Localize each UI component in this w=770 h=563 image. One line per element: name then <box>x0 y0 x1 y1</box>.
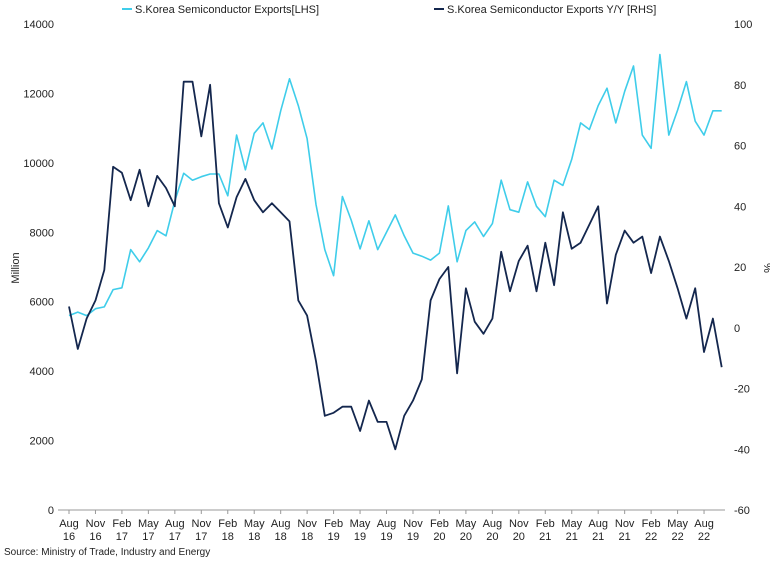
x-tick-label-year: 20 <box>460 531 472 543</box>
x-tick-label-month: Aug <box>165 518 185 530</box>
x-tick-label-year: 19 <box>380 531 392 543</box>
x-tick-label-month: Feb <box>324 518 343 530</box>
x-tick-label-month: May <box>561 518 582 530</box>
left-tick-label: 14000 <box>23 19 54 31</box>
x-tick-label-year: 16 <box>89 531 101 543</box>
left-axis-ticks: 0 2000 4000 6000 8000 10000 12000 14000 <box>23 19 54 517</box>
x-tick-label-year: 17 <box>169 531 181 543</box>
right-axis-ticks: -60 -40 -20 0 20 40 60 80 100 <box>734 19 752 517</box>
source-note: Source: Ministry of Trade, Industry and … <box>4 547 211 558</box>
right-tick-label: 40 <box>734 201 746 213</box>
right-tick-label: -60 <box>734 505 750 517</box>
x-tick-label-year: 17 <box>195 531 207 543</box>
x-tick-label-year: 16 <box>63 531 75 543</box>
x-tick-label-year: 17 <box>116 531 128 543</box>
x-tick-label-month: Aug <box>588 518 608 530</box>
x-tick-label-month: Nov <box>192 518 212 530</box>
x-tick-label-month: Nov <box>615 518 635 530</box>
right-tick-label: 0 <box>734 323 740 335</box>
right-tick-label: 80 <box>734 80 746 92</box>
x-tick-label-month: Nov <box>86 518 106 530</box>
x-tick-label-month: Feb <box>112 518 131 530</box>
right-tick-label: 20 <box>734 262 746 274</box>
x-tick-label-year: 21 <box>619 531 631 543</box>
right-tick-label: -20 <box>734 384 750 396</box>
right-tick-label: 100 <box>734 19 752 31</box>
x-tick-label-month: Feb <box>536 518 555 530</box>
left-tick-label: 0 <box>48 505 54 517</box>
x-tick-label-month: Aug <box>483 518 503 530</box>
x-tick-label-month: Nov <box>509 518 529 530</box>
x-tick-label-year: 20 <box>433 531 445 543</box>
x-axis-ticks: Aug16Nov16Feb17May17Aug17Nov17Feb18May18… <box>59 510 714 543</box>
series-line-yoy <box>68 80 723 451</box>
x-tick-label-year: 18 <box>222 531 234 543</box>
x-tick-label-year: 21 <box>566 531 578 543</box>
x-tick-label-month: May <box>138 518 159 530</box>
x-tick-label-year: 19 <box>354 531 366 543</box>
legend-label-rhs: S.Korea Semiconductor Exports Y/Y [RHS] <box>447 4 656 16</box>
left-tick-label: 4000 <box>30 366 54 378</box>
x-tick-label-year: 20 <box>486 531 498 543</box>
x-tick-label-month: Feb <box>642 518 661 530</box>
x-tick-label-month: Aug <box>59 518 79 530</box>
x-tick-label-year: 22 <box>671 531 683 543</box>
x-tick-label-month: May <box>244 518 265 530</box>
x-tick-label-year: 22 <box>645 531 657 543</box>
x-tick-label-month: Aug <box>271 518 291 530</box>
x-tick-label-year: 17 <box>142 531 154 543</box>
x-tick-label-month: May <box>456 518 477 530</box>
x-tick-label-year: 21 <box>592 531 604 543</box>
x-tick-label-year: 18 <box>275 531 287 543</box>
x-tick-label-month: May <box>350 518 371 530</box>
x-tick-label-month: Aug <box>694 518 714 530</box>
x-tick-label-year: 19 <box>407 531 419 543</box>
right-tick-label: -40 <box>734 444 750 456</box>
series-line-exports <box>68 53 722 317</box>
x-tick-label-month: Nov <box>403 518 423 530</box>
x-tick-label-year: 22 <box>698 531 710 543</box>
x-tick-label-month: Aug <box>377 518 397 530</box>
x-tick-label-year: 21 <box>539 531 551 543</box>
left-axis-title: Million <box>10 252 22 283</box>
x-tick-label-year: 19 <box>327 531 339 543</box>
x-tick-label-month: Nov <box>297 518 317 530</box>
legend-label-lhs: S.Korea Semiconductor Exports[LHS] <box>135 4 319 16</box>
x-tick-label-month: Feb <box>218 518 237 530</box>
series-lines <box>68 53 723 451</box>
x-tick-label-month: Feb <box>430 518 449 530</box>
x-tick-label-month: May <box>667 518 688 530</box>
left-tick-label: 8000 <box>30 227 54 239</box>
x-tick-label-year: 20 <box>513 531 525 543</box>
right-tick-label: 60 <box>734 141 746 153</box>
left-tick-label: 10000 <box>23 158 54 170</box>
right-axis-title: % <box>761 263 770 273</box>
x-tick-label-year: 18 <box>248 531 260 543</box>
left-tick-label: 6000 <box>30 297 54 309</box>
left-tick-label: 2000 <box>30 436 54 448</box>
left-tick-label: 12000 <box>23 88 54 100</box>
legend: S.Korea Semiconductor Exports[LHS] S.Kor… <box>122 4 656 16</box>
x-tick-label-year: 18 <box>301 531 313 543</box>
